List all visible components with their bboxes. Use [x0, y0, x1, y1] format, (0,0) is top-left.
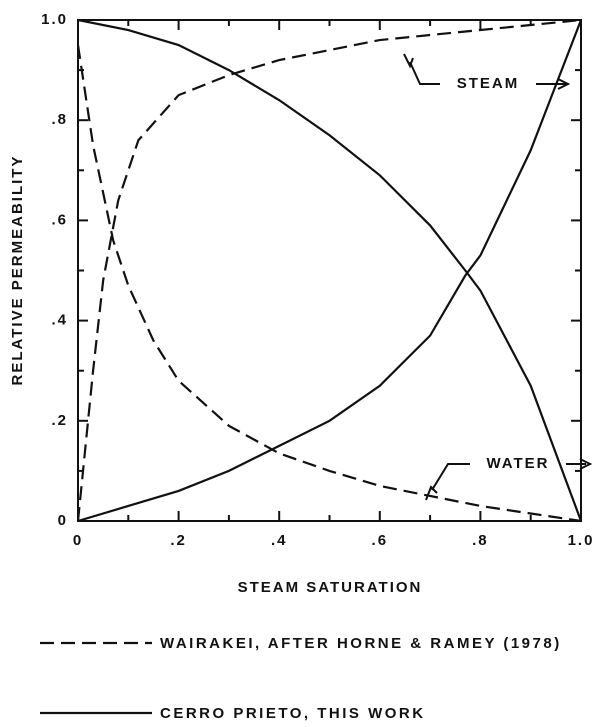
curve	[77, 18, 583, 522]
x-tick-label: .4	[271, 532, 288, 549]
y-tick-label: .6	[51, 211, 68, 228]
arrow	[566, 458, 593, 470]
arrow	[536, 78, 571, 90]
x-tick-label: .2	[170, 532, 187, 549]
x-tick-label: 0	[73, 532, 83, 549]
y-tick-label: .4	[51, 312, 68, 329]
y-tick-label: 0	[58, 512, 68, 529]
arrow	[403, 53, 440, 85]
x-tick-label: .6	[372, 532, 389, 549]
x-axis-label: STEAM SATURATION	[238, 579, 423, 596]
x-tick-label: 1.0	[568, 532, 595, 549]
annotation: STEAM	[457, 75, 520, 92]
arrow	[425, 463, 470, 501]
x-tick-label: .8	[472, 532, 489, 549]
plot-frame	[77, 19, 582, 522]
y-tick-label: .2	[51, 412, 68, 429]
y-axis-label: RELATIVE PERMEABILITY	[9, 155, 26, 386]
curve	[76, 44, 582, 523]
legend-label: CERRO PRIETO, THIS WORK	[160, 705, 426, 722]
curve	[76, 18, 582, 522]
curve	[77, 19, 583, 523]
legend-label: WAIRAKEI, AFTER HORNE & RAMEY (1978)	[160, 635, 562, 652]
y-tick-label: .8	[51, 111, 68, 128]
y-tick-label: 1.0	[41, 11, 68, 28]
annotation: WATER	[486, 455, 549, 472]
